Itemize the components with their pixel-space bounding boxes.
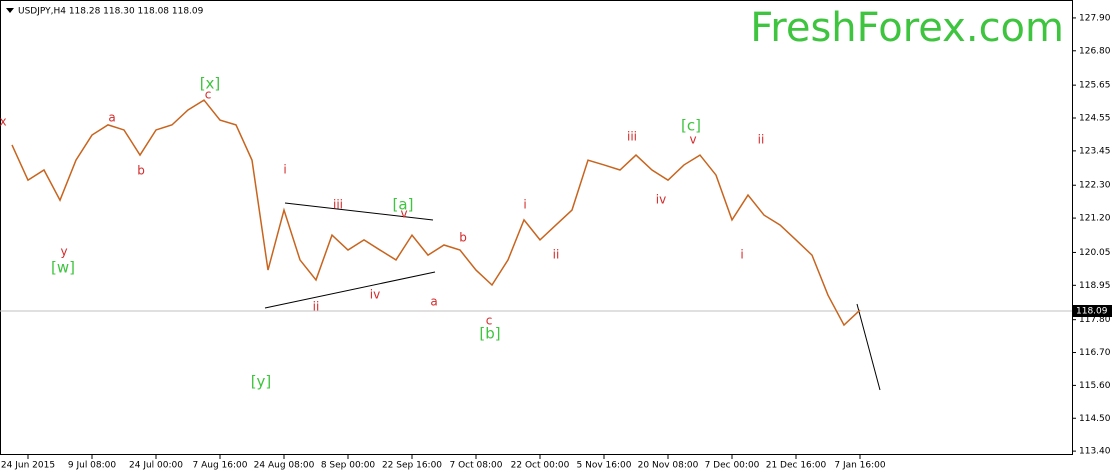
- wave-label: a: [108, 111, 115, 125]
- x-tick-label: 22 Oct 00:00: [511, 461, 570, 471]
- wave-label: [c]: [681, 117, 701, 135]
- wave-label: iv: [370, 288, 380, 302]
- y-tick-label: 120.05: [1079, 248, 1111, 258]
- y-tick-label: 118.95: [1079, 281, 1111, 291]
- wave-label: x: [0, 115, 7, 129]
- x-tick-label: 8 Sep 00:00: [321, 461, 376, 471]
- wave-label: [y]: [251, 373, 272, 391]
- y-tick-label: 127.90: [1079, 13, 1111, 23]
- plot-frame: [0, 0, 1073, 455]
- wave-label: c: [205, 88, 212, 102]
- wave-label: y: [60, 245, 67, 259]
- wave-label: i: [523, 198, 526, 212]
- x-tick-label: 21 Dec 16:00: [766, 461, 827, 471]
- y-tick-label: 113.40: [1079, 447, 1111, 457]
- wave-label: [x]: [200, 75, 221, 93]
- wave-label: i: [283, 163, 286, 177]
- triangle-line: [264, 271, 436, 309]
- logo: FreshForex.com: [750, 5, 1064, 51]
- y-tick-label: 115.60: [1079, 381, 1111, 391]
- wave-label: c: [486, 314, 493, 328]
- wave-label: ii: [313, 300, 320, 314]
- x-tick-label: 7 Dec 00:00: [705, 461, 760, 471]
- x-tick-label: 24 Aug 08:00: [254, 461, 315, 471]
- y-tick-label: 114.50: [1079, 414, 1111, 424]
- price-box: [1072, 305, 1112, 318]
- price-line: [11, 99, 861, 327]
- wave-label: i: [740, 248, 743, 262]
- wave-label: v: [400, 207, 407, 221]
- wave-label: [b]: [479, 325, 500, 343]
- x-tick-label: 20 Nov 08:00: [638, 461, 699, 471]
- x-tick-label: 7 Jan 16:00: [834, 461, 886, 471]
- y-tick-label: 117.80: [1079, 315, 1111, 325]
- y-tick-label: 116.70: [1079, 348, 1111, 358]
- y-tick-label: 123.45: [1079, 146, 1111, 156]
- price-box-label: 118.09: [1076, 307, 1108, 317]
- wave-label: ii: [758, 133, 765, 147]
- wave-label: [w]: [51, 259, 75, 277]
- wave-label: b: [459, 231, 467, 245]
- wave-label: iv: [656, 193, 666, 207]
- y-tick-label: 121.20: [1079, 214, 1111, 224]
- y-tick-label: 122.30: [1079, 181, 1111, 191]
- wave-label: [a]: [393, 196, 414, 214]
- x-tick-label: 7 Oct 08:00: [450, 461, 503, 471]
- y-tick-label: 125.65: [1079, 81, 1111, 91]
- y-tick-label: 126.80: [1079, 46, 1111, 56]
- forecast-line: [856, 303, 881, 391]
- wave-label: v: [689, 133, 696, 147]
- wave-label: iii: [627, 130, 637, 144]
- wave-label: a: [430, 295, 437, 309]
- x-tick-label: 24 Jun 2015: [1, 461, 55, 471]
- y-tick-label: 124.55: [1079, 114, 1111, 124]
- menu-icon: [6, 8, 14, 13]
- wave-label: iii: [333, 198, 343, 212]
- x-tick-label: 24 Jul 00:00: [129, 461, 183, 471]
- wave-label: b: [137, 164, 145, 178]
- x-tick-label: 5 Nov 16:00: [577, 461, 632, 471]
- wave-label: ii: [553, 248, 560, 262]
- triangle-line: [284, 202, 434, 221]
- chart-title: USDJPY,H4 118.28 118.30 118.08 118.09: [18, 7, 204, 17]
- x-tick-label: 9 Jul 08:00: [68, 461, 117, 471]
- x-tick-label: 7 Aug 16:00: [193, 461, 248, 471]
- x-tick-label: 22 Sep 16:00: [382, 461, 442, 471]
